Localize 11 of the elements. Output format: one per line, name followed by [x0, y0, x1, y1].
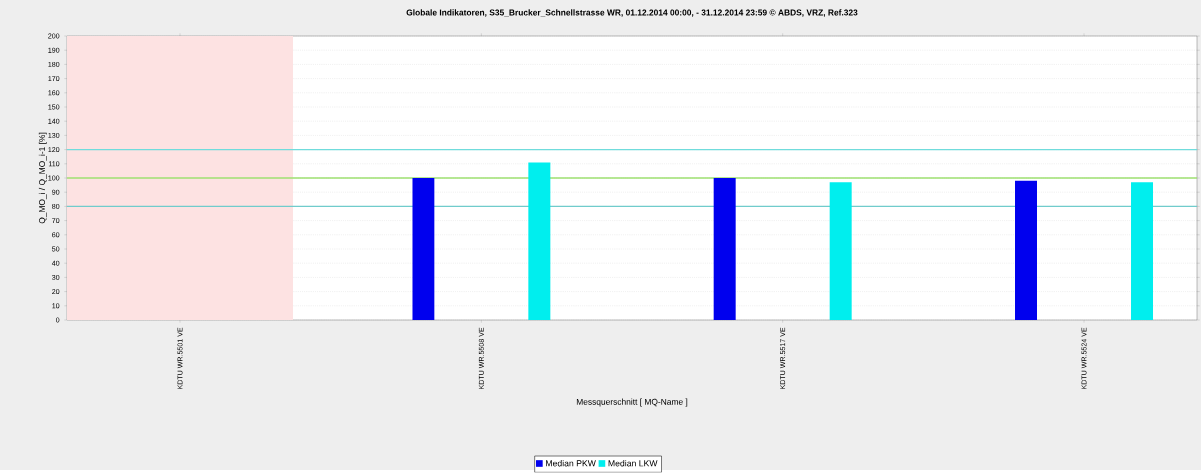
- legend-label: Median PKW: [546, 460, 596, 467]
- bar: [528, 162, 551, 321]
- bar: [713, 178, 736, 321]
- bar: [1015, 181, 1038, 321]
- bar: [412, 178, 435, 321]
- bar: [1131, 182, 1154, 321]
- x-axis-title: Messquerschnitt [ MQ-Name ]: [576, 398, 688, 407]
- legend-label: Median LKW: [608, 460, 658, 467]
- y-axis-title: Q_MO_i / Q_MO_i-1 [%]: [38, 133, 47, 224]
- bar: [829, 182, 852, 321]
- chart-title: Globale Indikatoren, S35_Brucker_Schnellstrasse WR, 01.12.2014 00:00, - 31.12.2014 23:59 © ABDS, VRZ, Ref.323: [406, 9, 858, 17]
